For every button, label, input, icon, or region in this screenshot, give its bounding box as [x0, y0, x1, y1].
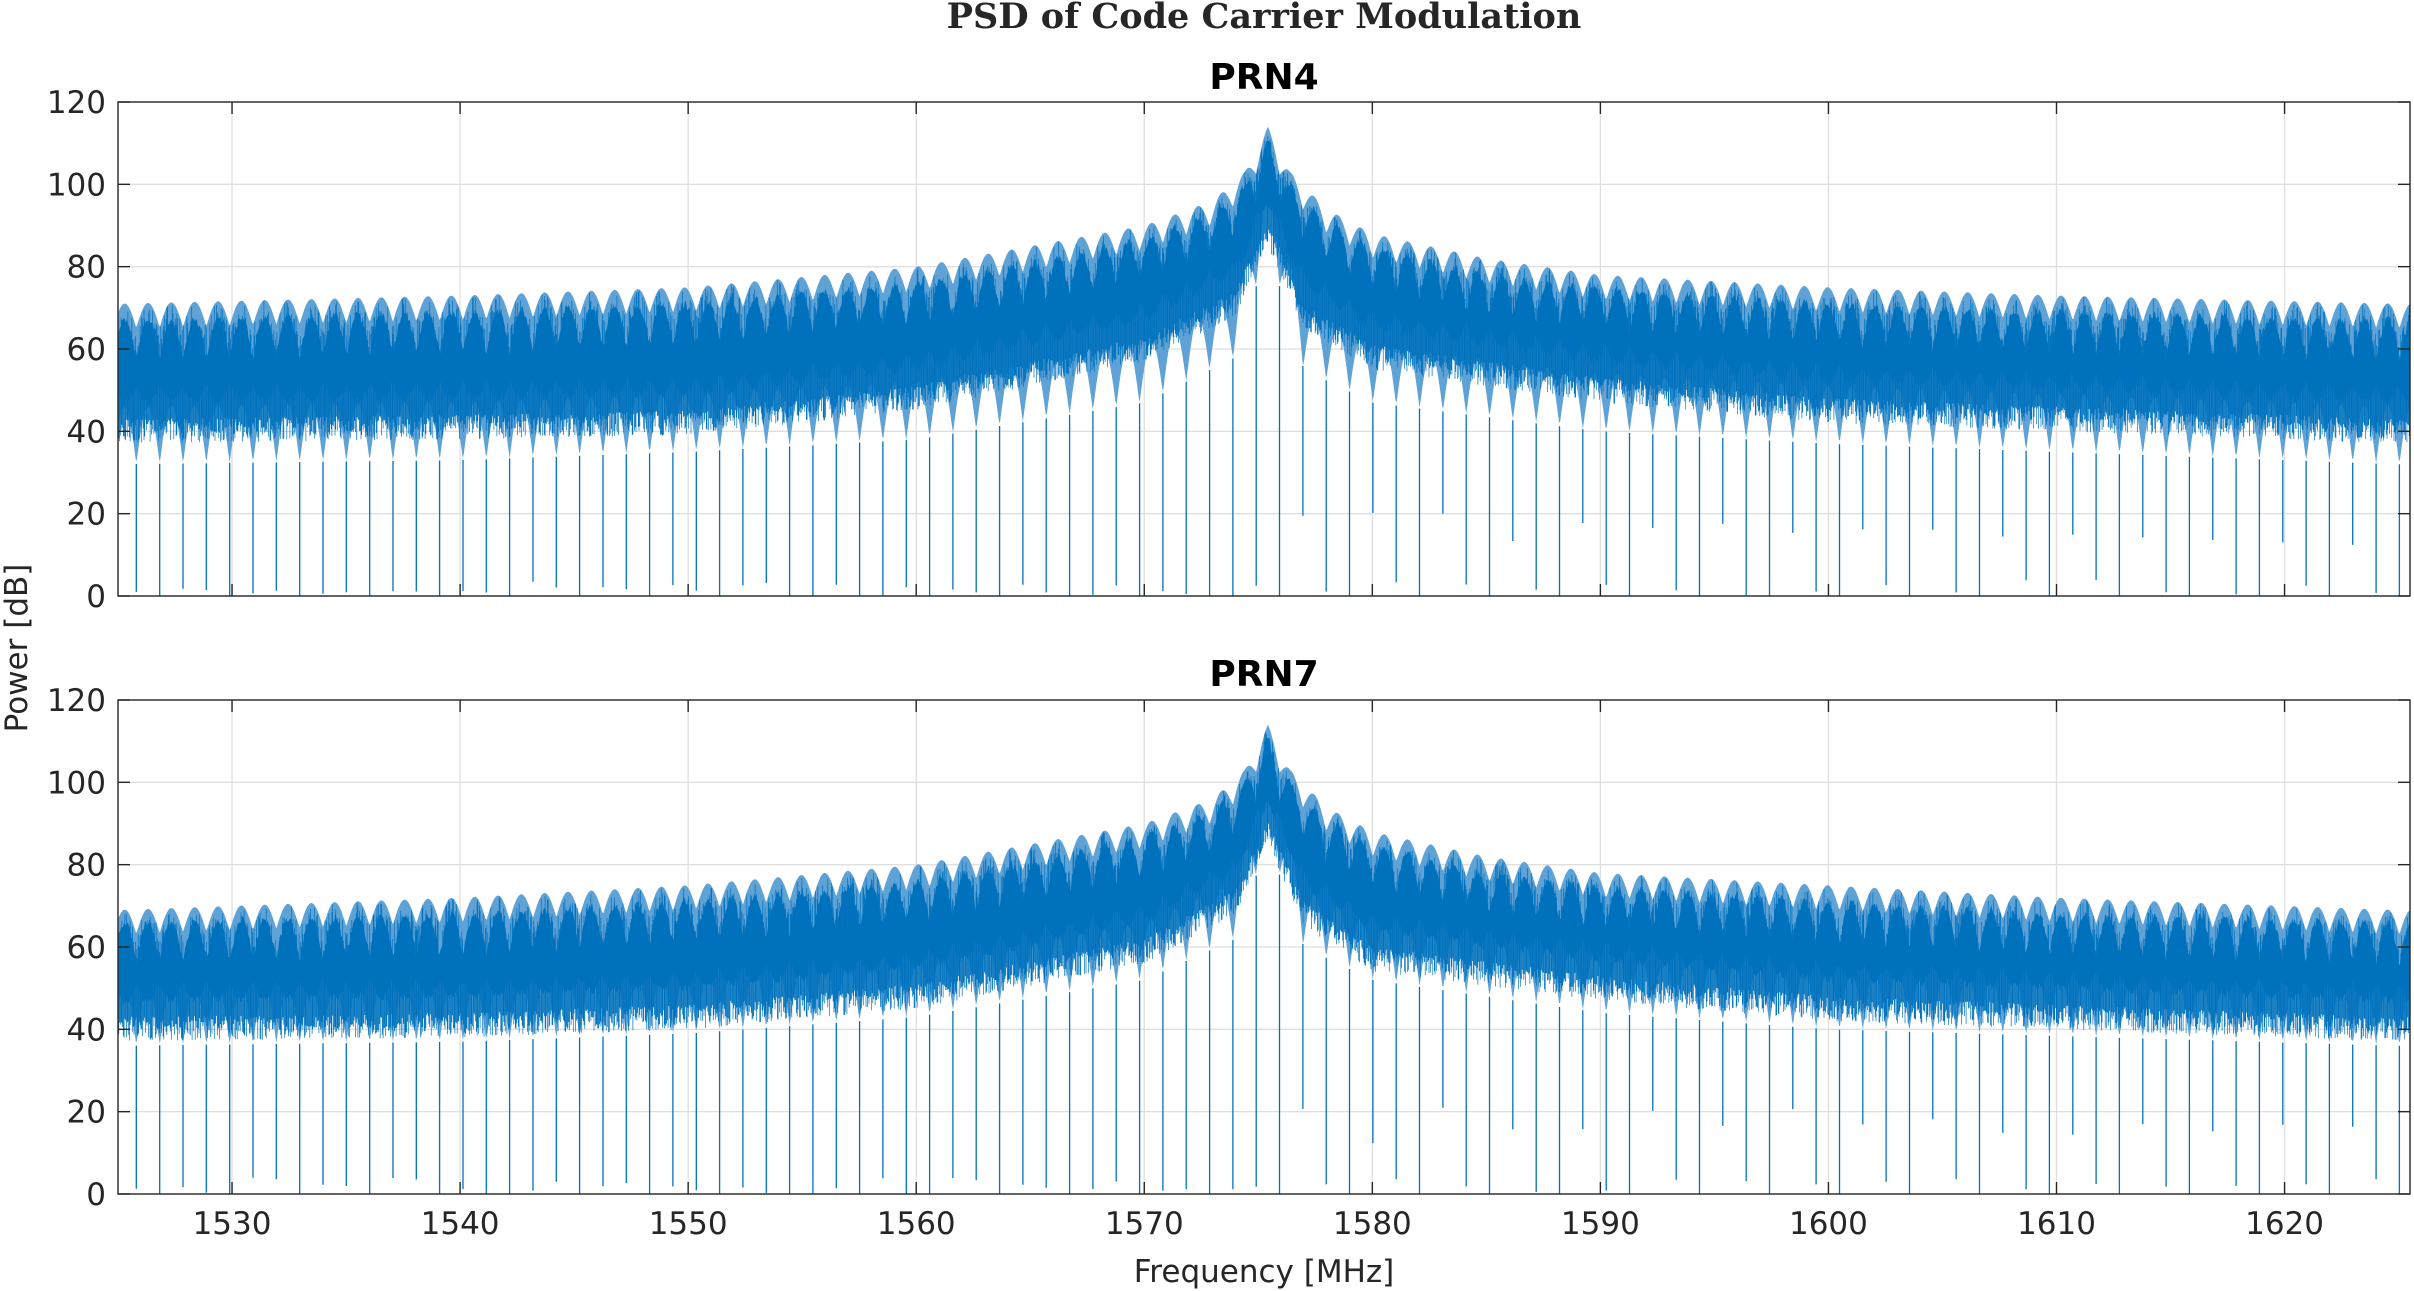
subplot-prn4: 0 20 40 60 80 100 120 PRN4	[47, 57, 2411, 615]
y-tick-label: 80	[67, 250, 106, 286]
y-axis-label: Power [dB]	[0, 564, 35, 733]
x-tick-label: 1550	[649, 1206, 728, 1242]
y-tick-label: 100	[47, 167, 106, 203]
y-tick-label: 20	[67, 1095, 106, 1131]
psd-series-prn4	[117, 126, 2411, 596]
y-tick-label: 120	[47, 683, 106, 719]
x-tick-label: 1570	[1105, 1206, 1184, 1242]
y-tick-labels-prn4: 0 20 40 60 80 100 120	[47, 85, 106, 615]
figure-title: PSD of Code Carrier Modulation	[947, 0, 1582, 37]
x-tick-label: 1530	[193, 1206, 272, 1242]
subplot-title-prn4: PRN4	[1209, 57, 1318, 98]
x-tick-label: 1560	[877, 1206, 956, 1242]
y-tick-label: 120	[47, 85, 106, 121]
psd-null-spikes	[135, 874, 2401, 1194]
y-tick-label: 60	[67, 930, 106, 966]
y-tick-label: 0	[86, 579, 106, 615]
x-tick-label: 1600	[1789, 1206, 1868, 1242]
x-axis-label: Frequency [MHz]	[1134, 1254, 1395, 1290]
x-tick-label: 1540	[421, 1206, 500, 1242]
y-tick-label: 40	[67, 414, 106, 450]
y-tick-label: 80	[67, 848, 106, 884]
y-tick-label: 0	[86, 1177, 106, 1213]
y-tick-label: 40	[67, 1012, 106, 1048]
y-tick-label: 100	[47, 765, 106, 801]
psd-null-spikes	[135, 286, 2401, 596]
y-tick-labels-prn7: 0 20 40 60 80 100 120	[47, 683, 106, 1213]
x-tick-labels-prn7: 1530 1540 1550 1560 1570 1580 1590 1600 1610 1620	[193, 1206, 2324, 1242]
x-tick-label: 1590	[1561, 1206, 1640, 1242]
x-tick-label: 1610	[2017, 1206, 2096, 1242]
y-tick-label: 60	[67, 332, 106, 368]
ticks-prn4	[118, 101, 2410, 597]
subplot-prn7: 0 20 40 60 80 100 120 1530 1540 1550 1560 1570 1580…	[47, 654, 2411, 1242]
subplot-title-prn7: PRN7	[1209, 654, 1318, 695]
x-tick-label: 1620	[2245, 1206, 2324, 1242]
y-tick-label: 20	[67, 497, 106, 533]
ticks-prn7	[118, 699, 2410, 1195]
x-tick-label: 1580	[1333, 1206, 1412, 1242]
